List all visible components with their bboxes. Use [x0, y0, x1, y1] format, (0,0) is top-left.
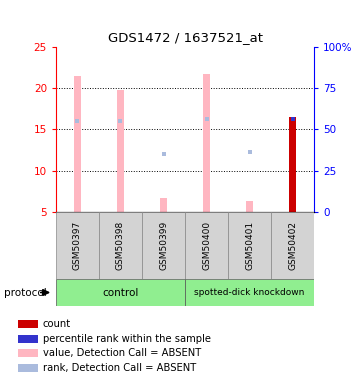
Text: protocol: protocol	[4, 288, 46, 297]
Bar	[160, 198, 167, 212]
Bar	[74, 76, 81, 212]
Bar	[56, 212, 99, 279]
Bar	[271, 212, 314, 279]
Bar	[203, 74, 210, 212]
Bar	[18, 349, 38, 357]
Text: spotted-dick knockdown: spotted-dick knockdown	[194, 288, 305, 297]
Text: value, Detection Call = ABSENT: value, Detection Call = ABSENT	[43, 348, 201, 358]
Text: GSM50402: GSM50402	[288, 221, 297, 270]
Text: GSM50400: GSM50400	[202, 221, 211, 270]
Text: count: count	[43, 319, 71, 329]
Bar	[117, 90, 124, 212]
Bar	[18, 334, 38, 343]
Bar	[185, 279, 314, 306]
Bar	[246, 201, 253, 212]
Bar	[18, 363, 38, 372]
Bar	[228, 212, 271, 279]
Bar	[99, 212, 142, 279]
Text: percentile rank within the sample: percentile rank within the sample	[43, 334, 211, 344]
Text: GSM50398: GSM50398	[116, 221, 125, 270]
Text: GSM50399: GSM50399	[159, 221, 168, 270]
Text: GSM50401: GSM50401	[245, 221, 254, 270]
Bar	[185, 212, 228, 279]
Bar	[289, 117, 296, 212]
Text: control: control	[102, 288, 139, 297]
Bar	[56, 279, 185, 306]
Bar	[18, 320, 38, 328]
Text: GSM50397: GSM50397	[73, 221, 82, 270]
Text: rank, Detection Call = ABSENT: rank, Detection Call = ABSENT	[43, 363, 196, 373]
Title: GDS1472 / 1637521_at: GDS1472 / 1637521_at	[108, 32, 262, 44]
Bar	[142, 212, 185, 279]
